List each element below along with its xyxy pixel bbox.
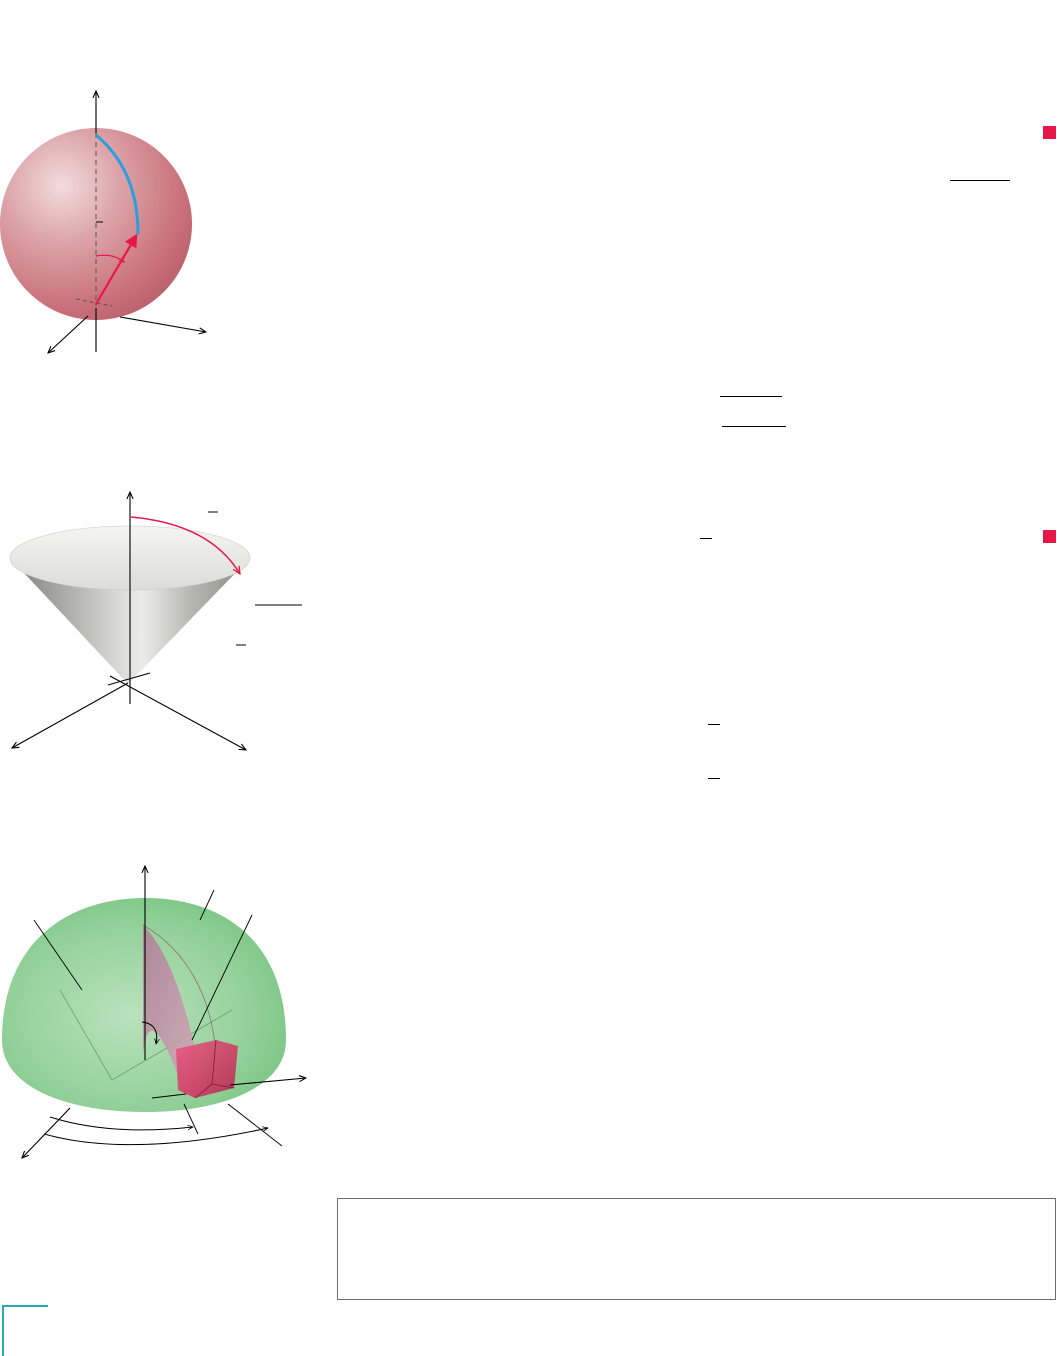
fraction-bar (708, 724, 720, 726)
fraction-bar (950, 180, 1010, 182)
fraction-bar (722, 426, 786, 428)
page-corner-rule (2, 1305, 4, 1356)
x-axis (22, 1107, 71, 1158)
page-corner-rule (2, 1305, 48, 1307)
phi-angle-arc (95, 254, 124, 262)
theta-arc-inner (49, 1116, 193, 1131)
cone-figure (9, 485, 302, 765)
end-of-proof-marker-icon (1043, 530, 1056, 543)
fraction-bar (708, 778, 720, 780)
volume-element-box (176, 1040, 238, 1098)
fraction-bar (700, 538, 712, 540)
sphere-figure (0, 80, 230, 370)
hemisphere-figure (2, 860, 320, 1170)
y-axis (109, 675, 246, 750)
fraction-bar (720, 396, 782, 398)
phi-angle-arc (141, 1021, 157, 1044)
y-axis (229, 1078, 306, 1086)
phi-angle-arc (130, 516, 240, 574)
x-axis (12, 682, 129, 748)
meridian-arc (95, 133, 140, 235)
x-axis (48, 315, 89, 353)
framed-box (337, 1198, 1056, 1300)
theta-arc-outer (43, 1128, 268, 1146)
y-axis (119, 316, 206, 332)
position-vector (95, 233, 138, 305)
end-of-proof-marker-icon (1043, 126, 1056, 139)
